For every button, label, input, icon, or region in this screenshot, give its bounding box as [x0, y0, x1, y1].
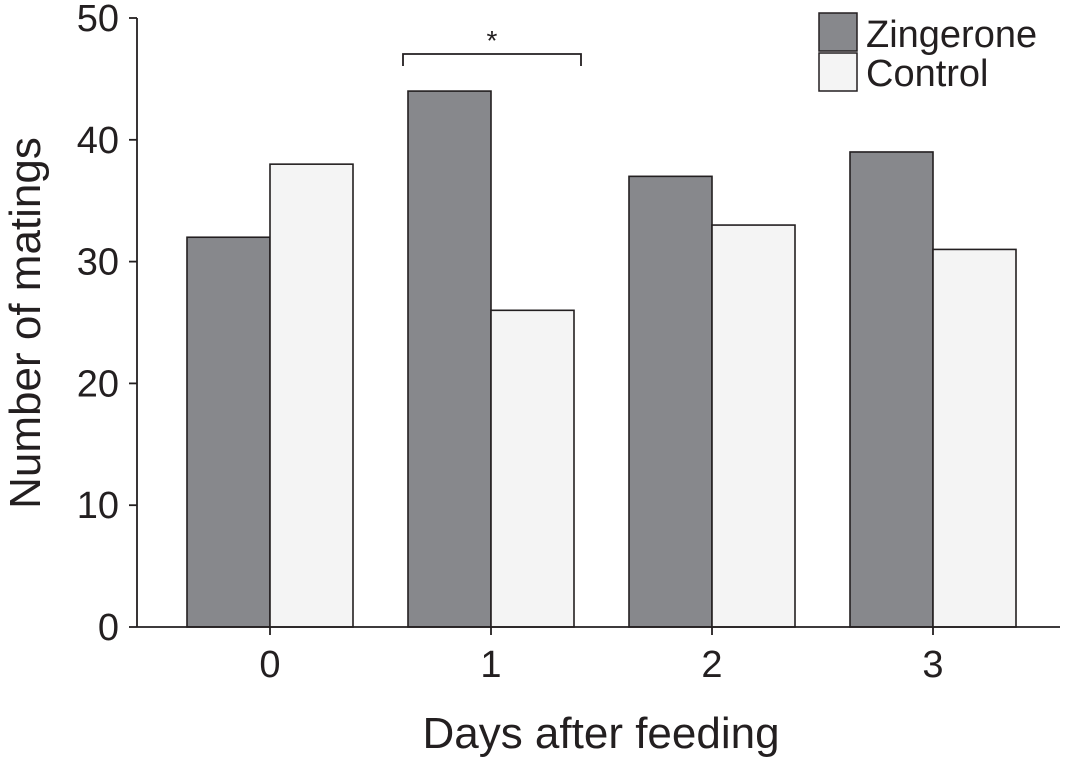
- bar-control-day-0: [269, 163, 354, 628]
- legend-swatch-zingerone: [818, 12, 858, 52]
- y-tick-label: 30: [77, 242, 119, 284]
- bar-zingerone-day-3: [849, 151, 934, 628]
- y-tick-label: 20: [77, 363, 119, 405]
- legend-swatch-control: [818, 52, 858, 92]
- bars-layer: [186, 90, 1017, 628]
- x-tick-label: 0: [259, 644, 280, 686]
- y-tick-label: 0: [98, 607, 119, 649]
- legend: Zingerone Control: [818, 12, 1037, 95]
- x-tick-label: 3: [922, 644, 943, 686]
- y-tick-label: 50: [77, 0, 119, 40]
- bar-zingerone-day-1: [407, 90, 492, 628]
- legend-label-control: Control: [866, 53, 989, 95]
- bar-zingerone-day-0: [186, 236, 271, 628]
- bar-zingerone-day-2: [628, 175, 713, 628]
- legend-label-zingerone: Zingerone: [866, 14, 1037, 56]
- annotation-layer: *: [402, 25, 582, 66]
- x-tick-label: 1: [480, 644, 501, 686]
- bar-control-day-2: [711, 224, 796, 628]
- axes-layer: [136, 18, 1060, 628]
- x-tick-label: 2: [701, 644, 722, 686]
- y-tick-label: 40: [77, 120, 119, 162]
- y-tick-label: 10: [77, 485, 119, 527]
- bar-control-day-1: [490, 309, 575, 628]
- x-axis-title: Days after feeding: [422, 709, 779, 758]
- bar-control-day-3: [932, 248, 1017, 628]
- y-axis-title: Number of matings: [1, 137, 50, 509]
- significance-label: *: [487, 25, 498, 56]
- ticks-layer: 0 10 20 30 40 50 0 1 2 3: [77, 0, 944, 686]
- significance-bracket: [402, 53, 582, 66]
